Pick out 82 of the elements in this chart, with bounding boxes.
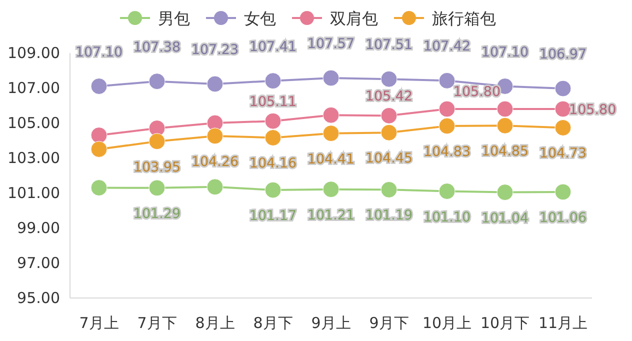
- point: [322, 70, 340, 86]
- data-label: 105.42: [365, 88, 413, 105]
- y-tick-label: 103.00: [8, 149, 60, 167]
- x-tick-label: 7月上: [79, 314, 119, 332]
- data-label: 104.26: [191, 154, 239, 170]
- data-label: 101.04: [481, 210, 529, 226]
- data-label: 107.42: [423, 38, 471, 55]
- legend-label: 旅行箱包: [432, 9, 496, 28]
- y-tick-label: 109.00: [8, 44, 60, 62]
- point: [206, 76, 224, 92]
- y-tick-label: 107.00: [8, 79, 60, 97]
- legend-label: 男包: [158, 9, 190, 28]
- point: [90, 180, 108, 196]
- data-label: 101.06: [539, 210, 587, 226]
- data-label: 101.21: [307, 207, 355, 224]
- y-tick-label: 101.00: [8, 184, 60, 202]
- x-tick-label: 10月上: [422, 314, 472, 332]
- point: [206, 178, 224, 196]
- x-tick-label: 8月上: [195, 314, 235, 332]
- point: [322, 106, 340, 124]
- data-label: 104.45: [365, 150, 413, 167]
- legend-label: 双肩包: [330, 9, 378, 28]
- data-label: 107.38: [133, 39, 181, 56]
- data-label: 101.29: [133, 206, 181, 222]
- point: [264, 182, 282, 198]
- data-label: 107.10: [75, 44, 123, 60]
- point: [90, 78, 108, 94]
- point: [554, 80, 572, 97]
- point: [554, 100, 572, 118]
- data-label: 106.97: [539, 46, 587, 63]
- point: [380, 107, 398, 124]
- point: [438, 118, 456, 134]
- y-tick-label: 105.00: [8, 114, 60, 132]
- point: [90, 141, 108, 158]
- y-tick-label: 97.00: [17, 254, 60, 272]
- point: [90, 127, 108, 144]
- x-tick-label: 8月下: [253, 314, 293, 332]
- point: [148, 133, 166, 150]
- point: [496, 100, 514, 118]
- point: [554, 184, 572, 200]
- data-label: 105.80: [569, 102, 616, 118]
- point: [322, 125, 340, 142]
- data-label: 105.11: [249, 94, 297, 110]
- data-label: 107.57: [307, 36, 355, 52]
- data-label: 107.41: [249, 38, 297, 55]
- point: [380, 70, 398, 88]
- point: [264, 112, 282, 130]
- point: [148, 180, 166, 196]
- point: [264, 129, 282, 146]
- point: [554, 119, 572, 136]
- x-tick-label: 9月下: [369, 314, 409, 332]
- point: [438, 183, 456, 200]
- point: [264, 72, 282, 90]
- point: [148, 73, 166, 90]
- point: [380, 181, 398, 198]
- x-tick-label: 7月下: [137, 314, 177, 332]
- data-label: 104.16: [249, 156, 297, 172]
- data-label: 105.80: [453, 84, 501, 100]
- data-label: 104.73: [539, 146, 587, 162]
- point: [322, 181, 340, 198]
- data-label: 104.85: [481, 144, 529, 160]
- data-label: 104.41: [307, 151, 355, 168]
- data-label: 107.51: [365, 37, 413, 54]
- data-label: 107.10: [481, 44, 529, 60]
- point: [206, 128, 224, 144]
- point: [380, 124, 398, 141]
- point: [438, 72, 456, 89]
- data-label: 101.10: [423, 209, 471, 226]
- data-label: 101.17: [249, 208, 297, 224]
- x-tick-label: 11月上: [538, 314, 588, 332]
- y-tick-label: 99.00: [17, 219, 60, 237]
- legend-label: 女包: [244, 9, 276, 28]
- data-label: 103.95: [133, 159, 181, 176]
- x-tick-label: 9月上: [311, 314, 351, 332]
- point: [438, 100, 456, 118]
- y-tick-label: 95.00: [17, 289, 60, 307]
- data-label: 107.23: [191, 42, 239, 58]
- data-label: 101.19: [365, 208, 413, 224]
- point: [496, 184, 514, 201]
- point: [496, 117, 514, 134]
- data-label: 104.83: [423, 144, 471, 160]
- x-tick-label: 10月下: [480, 314, 530, 332]
